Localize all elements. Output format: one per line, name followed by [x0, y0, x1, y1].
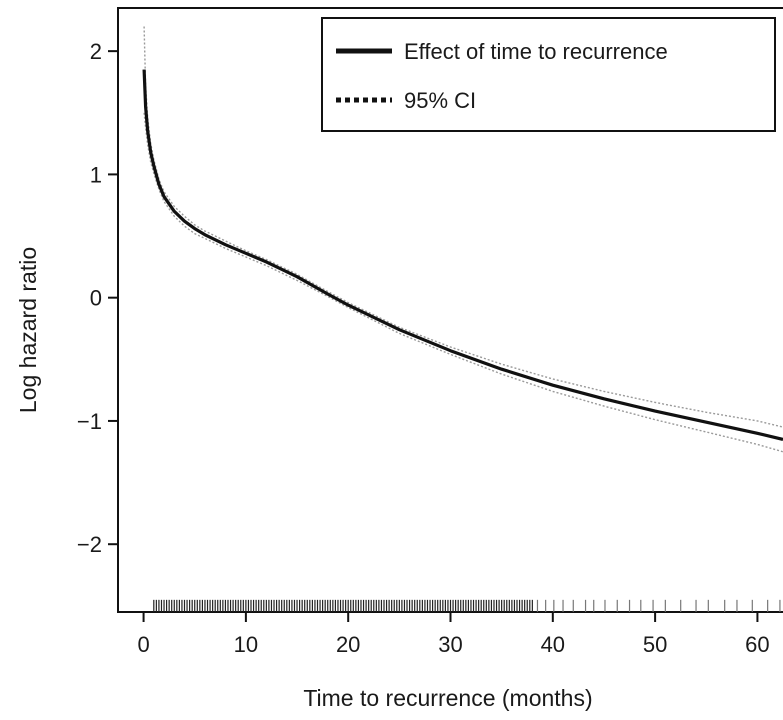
legend-box [321, 17, 776, 132]
x-axis-title: Time to recurrence (months) [303, 685, 592, 711]
ci-line-2 [143, 112, 783, 453]
y-tick-label: 0 [90, 286, 102, 311]
legend-label-effect: Effect of time to recurrence [404, 39, 668, 64]
y-tick-label: −1 [77, 409, 102, 434]
legend-label-ci: 95% CI [404, 88, 476, 113]
y-tick-label: 2 [90, 39, 102, 64]
y-tick-label: 1 [90, 162, 102, 187]
legend: Effect of time to recurrence 95% CI [321, 17, 776, 132]
x-tick-label: 30 [438, 632, 462, 657]
x-tick-label: 40 [541, 632, 565, 657]
x-tick-label: 20 [336, 632, 360, 657]
x-tick-label: 60 [745, 632, 769, 657]
rug-marks [153, 599, 781, 612]
y-tick-label: −2 [77, 532, 102, 557]
x-tick-label: 10 [234, 632, 258, 657]
x-tick-label: 50 [643, 632, 667, 657]
main-series [142, 69, 783, 441]
effect-line [142, 69, 783, 441]
y-axis: 2 1 0 −1 −2 [77, 39, 118, 557]
x-axis: 0 10 20 30 40 50 60 [137, 612, 770, 657]
x-tick-label: 0 [137, 632, 149, 657]
y-axis-title: Log hazard ratio [15, 247, 41, 413]
